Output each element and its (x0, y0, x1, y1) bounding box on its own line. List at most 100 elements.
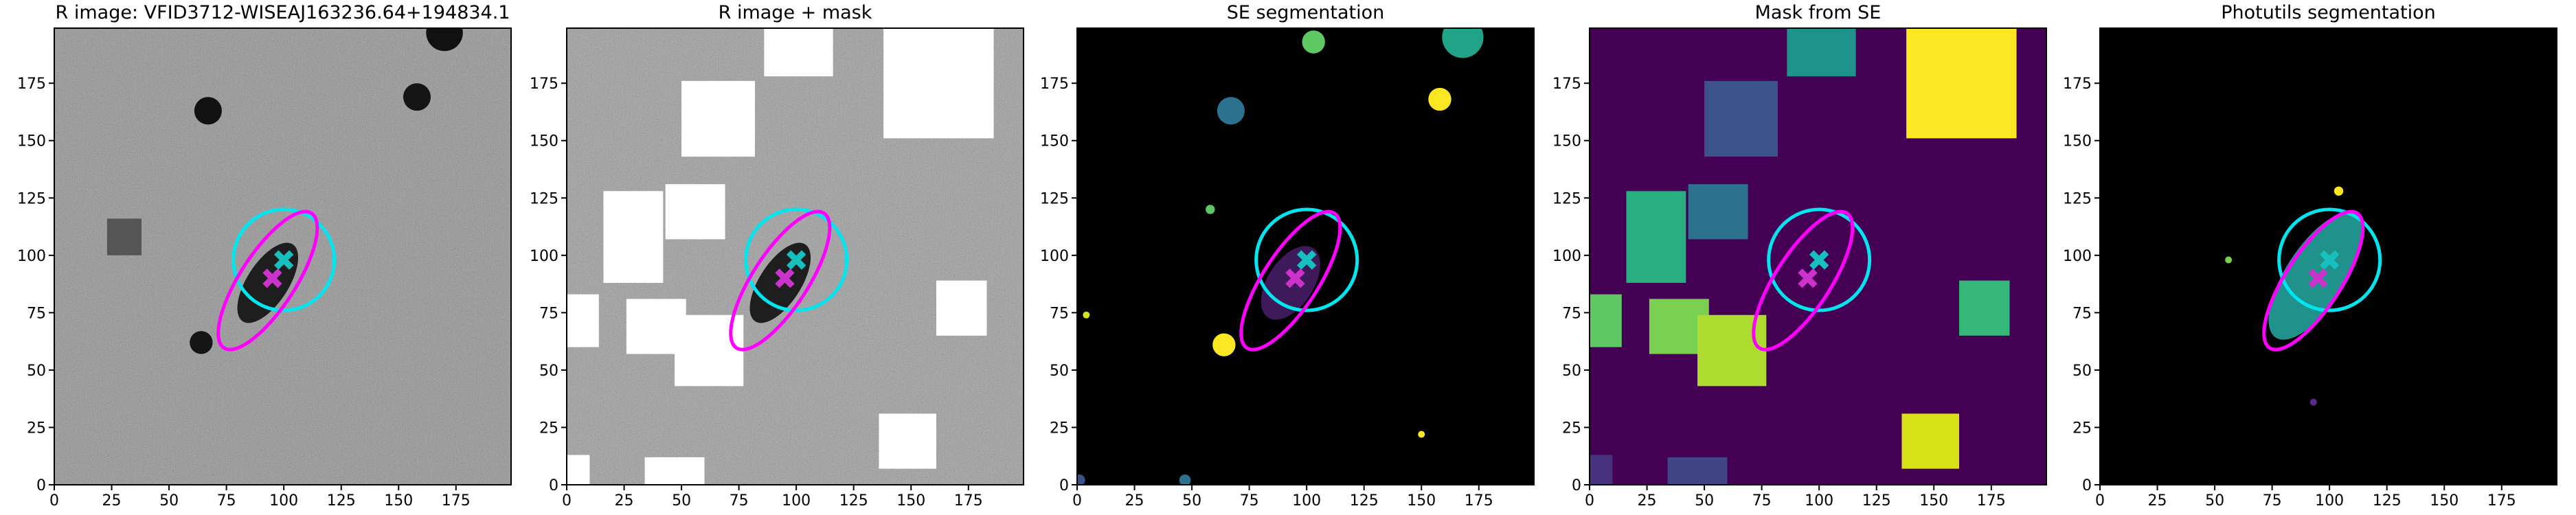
image (1077, 28, 1534, 485)
mask-region (1906, 28, 2017, 139)
aperture-circle (231, 207, 337, 312)
x-tick-label: 25 (2148, 492, 2167, 510)
y-tick-label: 100 (2063, 248, 2092, 265)
axes-frame (54, 27, 512, 485)
mask-region (1959, 280, 2010, 336)
segment-blob (1212, 333, 1236, 356)
segment-blob (1442, 28, 1484, 58)
image (1590, 28, 2046, 485)
y-tick-label: 50 (1562, 363, 1581, 380)
x-tick-label: 50 (1695, 492, 1714, 510)
center-marker (262, 268, 282, 288)
y-tick-label: 175 (530, 76, 558, 93)
y-tick-label: 150 (2063, 133, 2092, 150)
image (54, 28, 511, 485)
y-tick-label: 75 (1562, 305, 1581, 322)
aperture-circle (744, 207, 849, 312)
panel: Mask from SE 0 25 50 75 100 125 150 175 0 25 50 75 10… (1552, 2, 2047, 510)
aperture-circle (1254, 207, 1359, 312)
y-tick-label: 75 (539, 305, 558, 322)
center-marker (2308, 268, 2328, 288)
axes-frame (566, 27, 1024, 485)
y-tick-label: 0 (1059, 477, 1069, 494)
y-tick-label: 0 (549, 477, 558, 494)
center-marker (1296, 250, 1317, 270)
image (567, 28, 1024, 485)
ellipse-aperture (1239, 209, 1342, 352)
x-tick-label: 75 (730, 492, 749, 510)
panel-title: R image + mask (719, 2, 872, 23)
panel-title: SE segmentation (1227, 2, 1384, 23)
y-tick-label: 150 (1040, 133, 1069, 150)
segment-blob (426, 28, 463, 52)
center-marker (1798, 268, 1818, 288)
aperture-circle (1767, 207, 1872, 312)
mask-region (883, 28, 994, 139)
ellipse-aperture (729, 209, 832, 352)
x-tick-label: 25 (615, 492, 634, 510)
panel: R image + mask 0 25 50 75 100 125 150 175 0 25 50 75… (530, 2, 1024, 510)
y-tick-label: 150 (17, 133, 46, 150)
mask-region (1697, 314, 1767, 387)
mask-region (1688, 184, 1748, 240)
mask-region (1704, 80, 1778, 157)
x-tick-label: 150 (1919, 492, 1948, 510)
mask-region (1901, 413, 1960, 469)
segment-blob (403, 83, 431, 111)
center-marker (273, 250, 294, 270)
segment-blob (2334, 186, 2344, 196)
x-tick-label: 75 (217, 492, 236, 510)
x-tick-label: 125 (1862, 492, 1891, 510)
x-tick-label: 75 (2263, 492, 2282, 510)
x-tick-label: 0 (1072, 492, 1082, 510)
y-tick-label: 125 (530, 190, 558, 207)
mask-region (936, 280, 987, 336)
y-tick-label: 100 (530, 248, 558, 265)
x-tick-label: 50 (2205, 492, 2224, 510)
x-tick-label: 25 (1125, 492, 1144, 510)
y-tick-label: 100 (17, 248, 46, 265)
x-tick-label: 175 (1977, 492, 2006, 510)
y-tick-label: 175 (2063, 76, 2092, 93)
x-tick-label: 100 (269, 492, 298, 510)
x-tick-label: 175 (442, 492, 471, 510)
segment-blob (1083, 311, 1090, 319)
mask-region (1626, 191, 1686, 283)
y-tick-label: 50 (2072, 363, 2092, 380)
x-tick-label: 125 (327, 492, 356, 510)
y-tick-label: 100 (1552, 248, 1581, 265)
mask-region (1590, 294, 1622, 347)
x-tick-label: 25 (102, 492, 122, 510)
y-tick-label: 125 (2063, 190, 2092, 207)
mask-region (665, 184, 725, 240)
y-tick-label: 175 (1552, 76, 1581, 93)
x-tick-label: 0 (2095, 492, 2105, 510)
segment-blob (2225, 256, 2233, 264)
panel: SE segmentation 0 25 50 75 100 125 150 175 0 25 50 7… (1040, 2, 1535, 510)
segment-blob (1418, 431, 1425, 438)
y-tick-label: 25 (1050, 420, 1069, 437)
x-tick-label: 0 (562, 492, 572, 510)
mask-region (603, 191, 664, 283)
x-tick-label: 150 (384, 492, 413, 510)
mask-region (764, 28, 833, 77)
y-tick-label: 0 (1572, 477, 1581, 494)
y-tick-label: 150 (530, 133, 558, 150)
center-marker (1809, 250, 1829, 270)
y-tick-label: 175 (17, 76, 46, 93)
panel: Photutils segmentation 0 25 50 75 100 125 150 17… (2063, 2, 2557, 510)
y-tick-label: 25 (539, 420, 558, 437)
panel-title: R image: VFID3712-WISEAJ163236.64+194834… (56, 2, 510, 23)
axes-frame (2099, 27, 2557, 485)
panel-title: Photutils segmentation (2221, 2, 2436, 23)
panel: R image: VFID3712-WISEAJ163236.64+194834… (17, 2, 512, 510)
x-tick-label: 125 (2373, 492, 2402, 510)
x-tick-label: 50 (159, 492, 179, 510)
y-tick-label: 175 (1040, 76, 1069, 93)
axes-frame (1589, 27, 2047, 485)
x-tick-label: 150 (896, 492, 925, 510)
aperture-circle (2277, 207, 2382, 312)
x-tick-label: 175 (954, 492, 983, 510)
center-marker (2319, 250, 2340, 270)
x-tick-label: 0 (1585, 492, 1594, 510)
